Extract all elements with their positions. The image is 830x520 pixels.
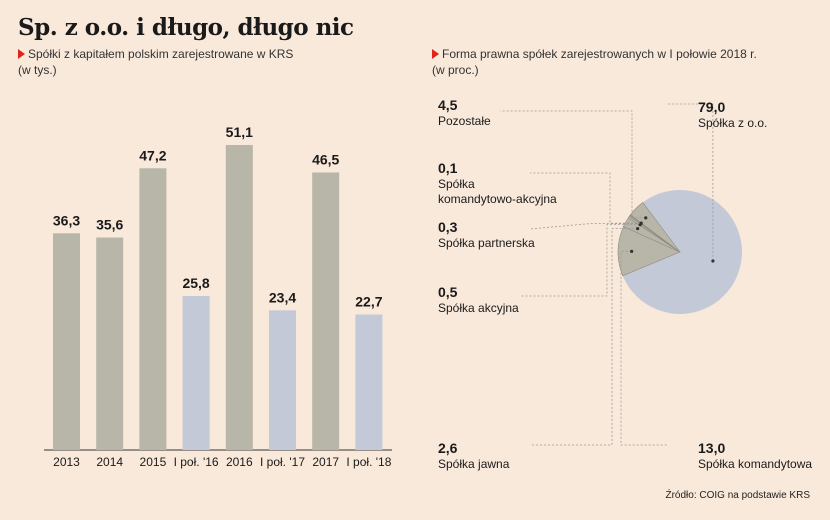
x-tick-label: I poł. '17 (260, 455, 305, 469)
leader-dot (644, 216, 648, 220)
x-tick-label: I poł. '16 (174, 455, 219, 469)
slice-value-label: 13,0 (698, 440, 725, 456)
slice-name-label: Spółka komandytowo-akcyjna (438, 177, 557, 206)
bar-chart-title: Spółki z kapitałem polskim zarejestrowan… (28, 47, 294, 61)
slice-value-label: 0,5 (438, 284, 458, 300)
x-tick-label: 2015 (140, 455, 167, 469)
page-title: Sp. z o.o. i długo, długo nic (18, 14, 354, 41)
bar-value-label: 51,1 (226, 124, 253, 140)
bar (182, 296, 210, 450)
bar-value-label: 22,7 (355, 294, 382, 310)
bar-value-label: 36,3 (53, 212, 80, 228)
bar (312, 172, 340, 450)
bar (53, 233, 80, 450)
leader-line (620, 250, 668, 446)
x-tick-label: 2013 (53, 455, 80, 469)
bar (139, 168, 167, 450)
bar (225, 145, 253, 450)
pie-chart-unit: (w proc.) (432, 63, 479, 77)
bar-chart: 36,3 2013 35,6 2014 47,2 2015 25,8 I poł. '16 51… (44, 124, 392, 469)
leader-line (520, 224, 641, 297)
slice-value-label: 79,0 (698, 99, 725, 115)
leader-line (530, 228, 638, 446)
pie-slice (622, 189, 742, 314)
slice-value-label: 0,3 (438, 219, 458, 235)
x-tick-label: 2017 (312, 455, 339, 469)
x-tick-label: I poł. '18 (346, 455, 391, 469)
red-triangle-icon (18, 49, 25, 59)
slice-value-label: 2,6 (438, 440, 458, 456)
slice-name-label: Spółka akcyjna (438, 301, 519, 315)
pie-slice (629, 202, 681, 253)
x-tick-label: 2016 (226, 455, 253, 469)
bar-chart-unit: (w tys.) (18, 63, 57, 77)
leader-dot (636, 227, 640, 231)
slice-value-label: 4,5 (438, 97, 458, 113)
bar (269, 310, 296, 450)
bar-value-label: 35,6 (96, 217, 123, 233)
leader-line (529, 223, 641, 230)
slice-value-label: 0,1 (438, 160, 458, 176)
slice-name-label: Spółka komandytowa (698, 457, 812, 471)
bar-value-label: 25,8 (182, 275, 209, 291)
bar (355, 314, 383, 450)
bar (96, 237, 124, 450)
leader-dot (711, 259, 715, 263)
bar-chart-subtitle: Spółki z kapitałem polskim zarejestrowan… (18, 46, 293, 78)
slice-name-label: Spółka z o.o. (698, 116, 767, 130)
slice-name-label: Spółka jawna (438, 457, 510, 471)
bar-value-label: 47,2 (139, 147, 166, 163)
leader-line (668, 103, 714, 261)
bar-value-label: 23,4 (269, 289, 296, 305)
bar-value-label: 46,5 (312, 151, 339, 167)
leader-line (530, 172, 642, 224)
leader-dot (630, 249, 634, 253)
leader-dot (639, 221, 643, 225)
slice-name-label: Pozostałe (438, 114, 491, 128)
x-tick-label: 2014 (96, 455, 123, 469)
pie-chart-subtitle: Forma prawna spółek zarejestrowanych w I… (432, 46, 757, 78)
source-note: Źródło: COIG na podstawie KRS (665, 490, 810, 501)
red-triangle-icon (432, 49, 439, 59)
slice-name-label: Spółka partnerska (438, 236, 535, 250)
pie-chart-title: Forma prawna spółek zarejestrowanych w I… (442, 47, 757, 61)
